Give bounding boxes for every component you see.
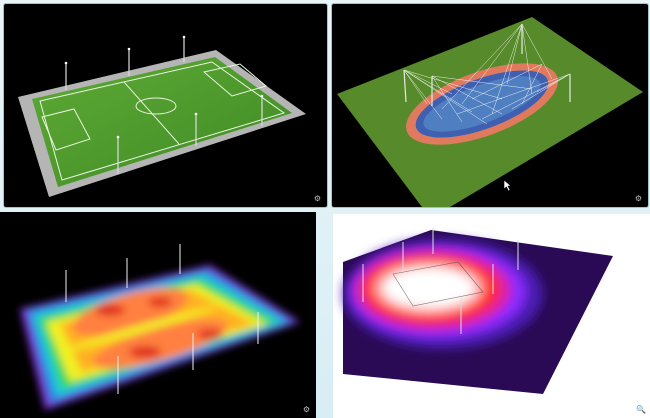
soccer-field-render <box>18 35 306 197</box>
magnifier-icon[interactable]: 🔍 <box>636 405 646 414</box>
light-rays <box>403 23 571 125</box>
field-grass <box>32 57 292 187</box>
field-lines <box>39 61 286 181</box>
running-track-render <box>337 17 643 207</box>
arena-heatmap-render <box>343 228 613 394</box>
heat-intensity-map <box>20 265 300 410</box>
soccer-heatmap-view[interactable]: ⚙ <box>0 212 316 418</box>
settings-icon[interactable]: ⚙ <box>313 194 322 203</box>
light-poles <box>65 244 259 394</box>
soccer-field-view[interactable]: ⚙ <box>3 3 328 208</box>
mouse-cursor <box>503 179 512 192</box>
light-poles <box>362 228 519 334</box>
arena-heatmap-view[interactable]: 🔍 <box>333 214 650 418</box>
running-track-view[interactable]: ⚙ <box>331 3 649 208</box>
settings-icon[interactable]: ⚙ <box>302 405 311 414</box>
settings-icon[interactable]: ⚙ <box>634 194 643 203</box>
soccer-heatmap-render <box>20 244 300 410</box>
heat-intensity-map <box>343 239 543 349</box>
light-poles <box>65 38 263 174</box>
field-outline <box>392 261 484 307</box>
